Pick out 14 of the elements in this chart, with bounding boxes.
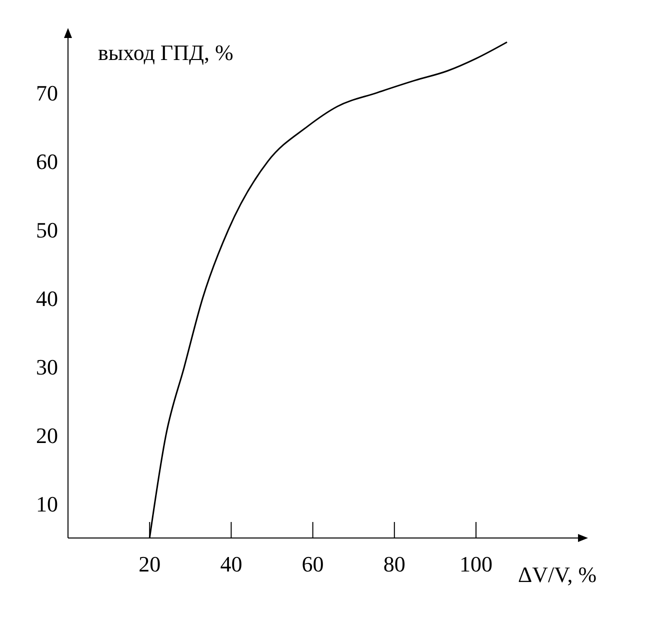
y-tick-label: 10 [36,492,58,517]
x-tick-label: 80 [383,552,406,577]
x-axis-title: ΔV/V, % [518,562,597,588]
y-tick-label: 70 [36,80,58,106]
x-tick-label: 100 [460,552,492,577]
y-tick-label: 50 [36,218,58,243]
x-tick-label: 60 [302,552,324,577]
x-tick-label: 40 [220,552,242,577]
y-axis-title: выход ГПД, % [98,40,234,66]
y-tick-label: 20 [36,423,58,448]
x-tick-label: 20 [138,552,161,577]
y-tick-label: 60 [36,149,58,174]
y-tick-label: 30 [36,354,58,380]
y-tick-label: 40 [36,286,58,312]
